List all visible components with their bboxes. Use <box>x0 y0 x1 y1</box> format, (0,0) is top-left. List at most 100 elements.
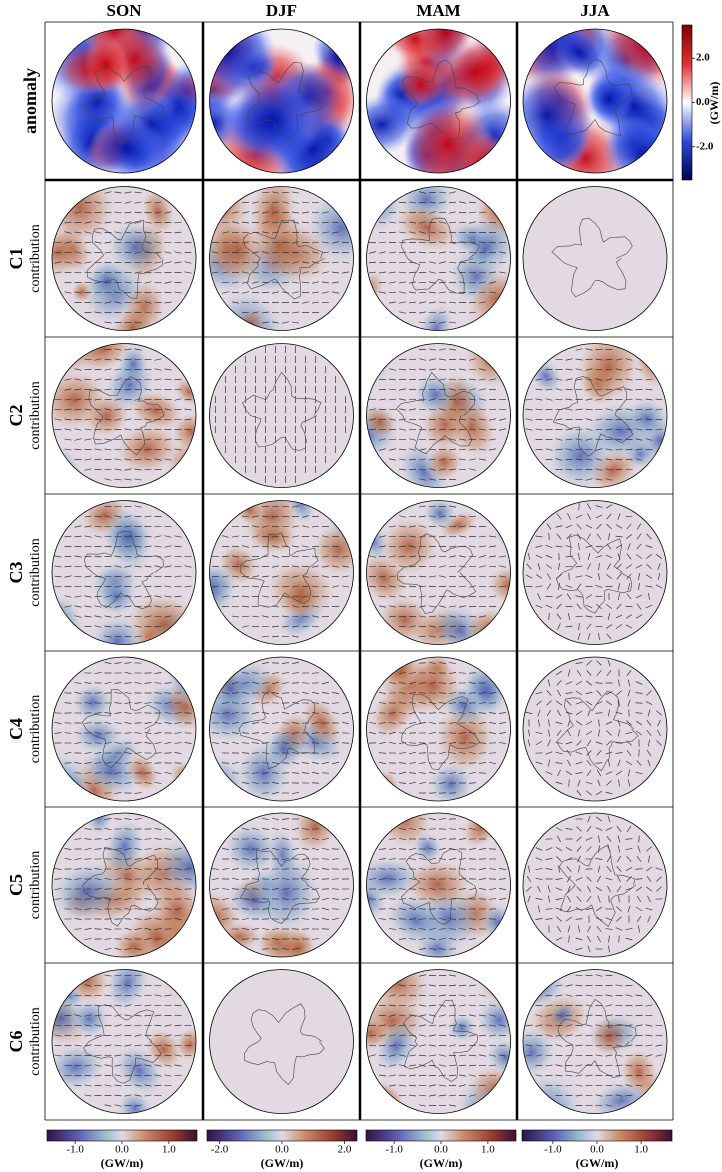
wind-vector <box>595 741 603 745</box>
wind-vector <box>448 231 457 234</box>
wind-vector <box>231 692 240 694</box>
wind-vector <box>625 614 633 619</box>
wind-vector <box>615 927 623 931</box>
wind-vector <box>114 211 122 214</box>
wind-vector <box>154 994 162 997</box>
coastline <box>242 371 322 451</box>
wind-vector <box>646 553 652 560</box>
wind-vector <box>595 555 603 558</box>
wind-vector <box>84 682 92 684</box>
wind-vector <box>438 301 447 304</box>
wind-vector <box>134 792 142 794</box>
wind-vector <box>144 741 152 745</box>
wind-vector <box>321 241 330 244</box>
map <box>523 186 667 331</box>
wind-vector <box>378 221 387 224</box>
wind-vector <box>428 515 437 518</box>
wind-vector <box>84 984 92 987</box>
wind-vector <box>252 211 259 214</box>
wind-vector <box>626 856 632 862</box>
wind-vector <box>645 438 653 441</box>
wind-vector <box>625 418 633 421</box>
wind-vector <box>648 855 650 863</box>
wind-vector <box>231 535 240 538</box>
wind-vector <box>499 741 506 745</box>
wind-vector <box>448 545 457 548</box>
wind-vector <box>261 918 270 920</box>
wind-vector <box>568 779 570 787</box>
wind-vector <box>469 927 476 931</box>
wind-vector <box>656 886 662 892</box>
wind-vector <box>448 711 457 715</box>
wind-vector <box>478 1034 487 1037</box>
wind-vector <box>458 984 467 987</box>
wind-vector <box>84 752 92 754</box>
wind-vector <box>222 291 229 294</box>
wind-vector <box>596 935 602 943</box>
wind-vector <box>94 781 102 785</box>
wind-vector <box>174 1064 182 1067</box>
wind-vector <box>301 682 310 684</box>
wind-vector <box>241 301 250 304</box>
wind-vector <box>164 1074 172 1077</box>
wind-vector <box>585 428 593 431</box>
wind-vector <box>578 865 580 873</box>
wind-vector <box>74 575 82 578</box>
wind-vector <box>439 1004 446 1007</box>
wind-vector <box>281 818 290 820</box>
wind-vector <box>656 710 662 716</box>
wind-vector <box>575 1024 583 1027</box>
map-outline <box>366 500 511 645</box>
wind-vector <box>231 888 240 890</box>
wind-vector <box>575 575 583 578</box>
wind-vector <box>64 732 72 734</box>
wind-vector <box>261 191 270 194</box>
wind-vector <box>438 635 447 638</box>
wind-vector <box>498 585 507 588</box>
map-outline <box>366 656 511 802</box>
wind-vector <box>605 408 613 411</box>
wind-vector <box>134 1004 142 1007</box>
wind-vector <box>545 771 553 775</box>
wind-vector <box>134 241 142 244</box>
wind-vector <box>104 408 112 411</box>
anomaly-blob <box>103 816 145 878</box>
map-outline <box>51 343 197 488</box>
wind-vector <box>428 555 437 558</box>
wind-vector <box>331 752 340 754</box>
wind-vector <box>54 878 62 880</box>
wind-vector <box>164 261 172 264</box>
wind-vector <box>419 605 426 608</box>
wind-vector <box>332 691 339 695</box>
wind-vector <box>398 281 407 284</box>
wind-vector <box>174 751 182 755</box>
wind-vector <box>607 759 611 767</box>
wind-vector <box>222 535 229 538</box>
wind-vector <box>331 271 340 274</box>
wind-vector <box>261 311 270 314</box>
wind-vector <box>499 897 506 901</box>
wind-vector <box>74 615 82 618</box>
wind-vector <box>545 1034 553 1037</box>
wind-vector <box>615 524 623 529</box>
wind-vector <box>615 358 623 361</box>
wind-vector <box>174 878 182 880</box>
wind-vector <box>409 231 416 234</box>
wind-vector <box>368 585 377 588</box>
wind-vector <box>635 378 643 381</box>
wind-vector <box>399 1064 406 1067</box>
wind-vector <box>617 553 621 560</box>
wind-vector <box>84 378 92 381</box>
wind-vector <box>398 984 407 987</box>
wind-vector <box>556 856 562 862</box>
wind-vector <box>635 418 643 421</box>
wind-vector <box>64 1054 72 1057</box>
wind-vector <box>164 752 172 754</box>
wind-vector <box>114 762 122 764</box>
wind-vector <box>498 408 507 411</box>
wind-vector <box>575 877 583 881</box>
wind-vector <box>449 191 456 194</box>
wind-vector <box>84 515 92 518</box>
wind-vector <box>399 458 406 461</box>
wind-vector <box>312 281 319 284</box>
